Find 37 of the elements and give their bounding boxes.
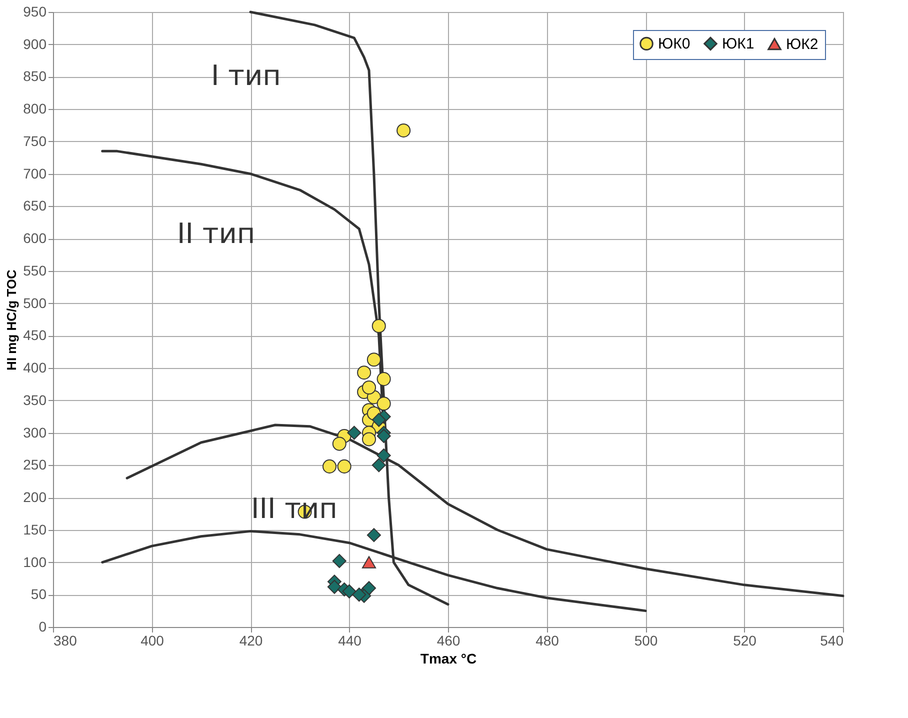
annotation: III тип (251, 492, 338, 525)
y-tick-label: 350 (23, 392, 47, 408)
y-tick-label: 100 (23, 554, 47, 570)
x-tick-label: 440 (338, 632, 362, 648)
y-tick-label: 0 (38, 618, 47, 634)
y-tick-label: 150 (23, 521, 47, 538)
y-tick-label: 250 (23, 456, 47, 473)
y-tick-label: 400 (23, 360, 47, 376)
y-tick-label: 650 (23, 198, 47, 214)
y-tick-label: 900 (23, 36, 47, 52)
y-tick-label: 850 (23, 68, 47, 84)
legend-label: ЮК0 (658, 36, 690, 53)
annotation: II тип (177, 217, 256, 250)
y-tick-label: 450 (23, 327, 47, 344)
x-axis-title: Tmax °C (420, 650, 477, 666)
legend-label: ЮК2 (786, 36, 818, 54)
x-tick-label: 380 (54, 632, 78, 648)
y-tick-label: 750 (23, 132, 47, 149)
y-tick-label: 600 (23, 230, 47, 246)
x-tick-label: 520 (733, 632, 757, 648)
x-tick-label: 540 (820, 632, 844, 648)
legend-label: ЮК1 (722, 36, 754, 53)
y-tick-label: 800 (23, 100, 47, 117)
y-tick-label: 300 (23, 424, 47, 440)
x-tick-label: 480 (536, 632, 560, 648)
y-tick-label: 500 (23, 294, 47, 311)
x-tick-label: 420 (239, 632, 263, 648)
y-axis-title: HI mg HC/g TOC (4, 268, 20, 370)
y-tick-label: 700 (23, 165, 47, 182)
y-tick-label: 950 (23, 4, 47, 20)
y-tick-label: 550 (23, 262, 47, 278)
x-tick-label: 500 (634, 632, 658, 648)
annotation: I тип (211, 59, 281, 92)
y-tick-label: 50 (30, 586, 47, 602)
x-tick-label: 400 (140, 632, 164, 648)
y-tick-label: 200 (23, 489, 47, 506)
x-tick-label: 460 (436, 632, 460, 648)
